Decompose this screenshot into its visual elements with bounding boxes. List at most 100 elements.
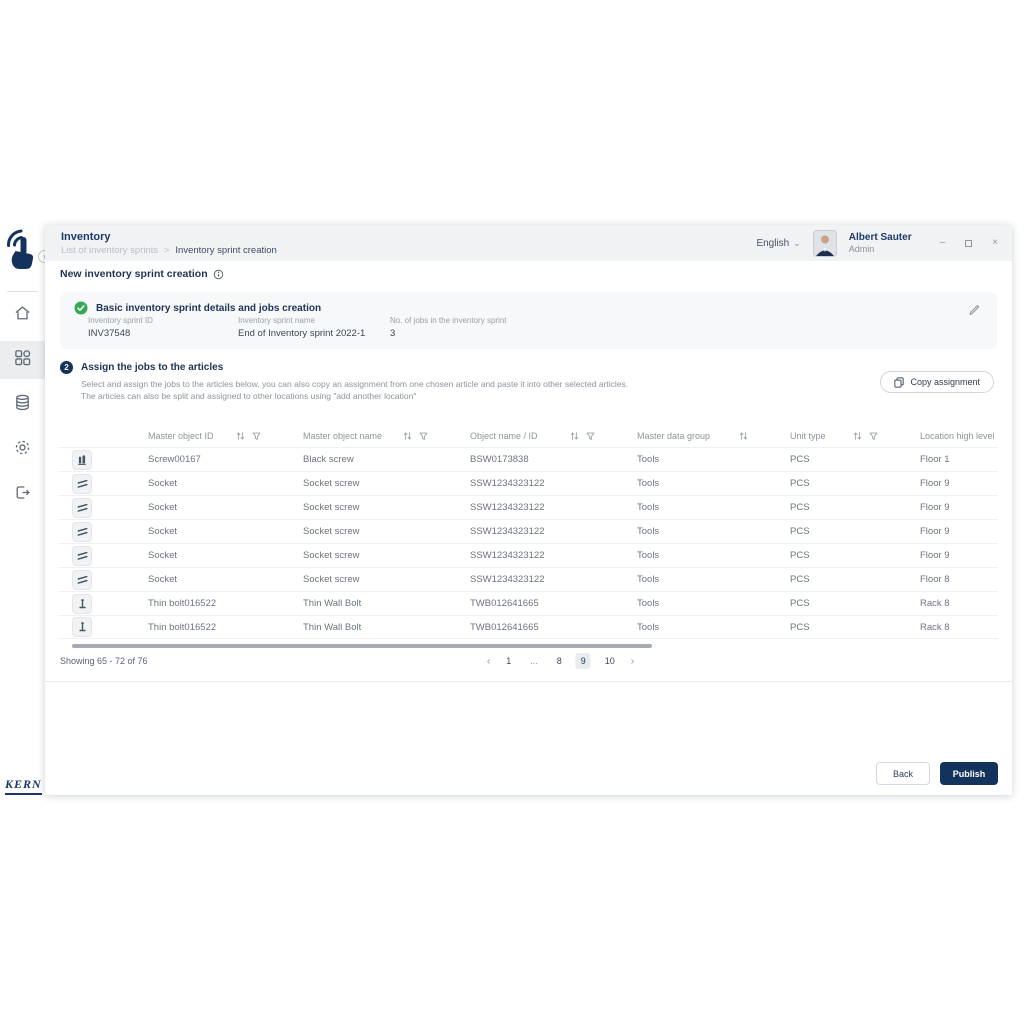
cell-object-name-id: SSW1234323122	[470, 574, 545, 585]
cell-master-object-name: Thin Wall Bolt	[303, 621, 362, 633]
step2-header: 2 Assign the jobs to the articles	[60, 361, 223, 374]
cell-object-name-id: SSW1234323122	[470, 478, 545, 489]
cell-unit-type: PCS	[790, 598, 810, 609]
sidebar-item-modules[interactable]	[0, 341, 45, 379]
pagination-next-icon[interactable]: ›	[630, 655, 635, 667]
sidebar-divider	[7, 291, 37, 292]
cell-master-object-name: Black screw	[303, 454, 354, 465]
pagination-page-10[interactable]: 10	[604, 656, 615, 666]
cell-master-object-name: Socket screw	[303, 502, 360, 513]
sort-icon[interactable]	[853, 431, 862, 441]
table-row[interactable]: Screw00167 Black screw BSW0173838 Tools …	[59, 447, 998, 471]
avatar[interactable]	[812, 229, 837, 257]
column-label: Location high level	[920, 431, 995, 441]
cell-master-data-group: Tools	[637, 502, 660, 513]
language-label: English	[756, 237, 790, 249]
table-row[interactable]: Socket Socket screw SSW1234323122 Tools …	[59, 567, 998, 591]
info-icon[interactable]	[213, 269, 224, 280]
copy-icon	[894, 376, 905, 388]
table-row[interactable]: Thin bolt016522 Thin Wall Bolt TWB012641…	[59, 615, 998, 639]
bolt-icon	[72, 617, 92, 637]
cell-master-data-group: Tools	[637, 478, 660, 489]
cell-object-name-id: SSW1234323122	[470, 526, 545, 537]
cell-unit-type: PCS	[790, 526, 810, 537]
cell-master-object-id: Socket	[148, 526, 178, 537]
pagination-page-9[interactable]: 9	[575, 653, 591, 669]
cell-master-data-group: Tools	[637, 526, 660, 537]
sort-icon[interactable]	[570, 431, 579, 441]
sidebar-item-home[interactable]	[0, 296, 45, 334]
close-icon[interactable]: ×	[992, 237, 998, 248]
cell-unit-type: PCS	[790, 502, 810, 513]
sidebar-item-logout[interactable]	[0, 476, 45, 514]
cell-master-object-name: Socket screw	[303, 478, 360, 489]
step2-title: Assign the jobs to the articles	[81, 362, 224, 373]
table-row[interactable]: Socket Socket screw SSW1234323122 Tools …	[59, 519, 998, 543]
maximize-icon[interactable]	[965, 239, 973, 247]
field-label: Inventory sprint name	[238, 316, 315, 325]
pagination-prev-icon[interactable]: ‹	[486, 655, 491, 667]
field-label: Inventory sprint ID	[88, 316, 153, 325]
publish-button[interactable]: Publish	[940, 762, 998, 785]
socket-icon	[72, 545, 92, 566]
field-value: INV37548	[88, 328, 131, 339]
edit-pencil-icon[interactable]	[968, 302, 981, 315]
cell-object-name-id: TWB012641665	[470, 598, 539, 609]
table-meta-row: Showing 65 - 72 of 76 ‹ 1... 8 9 10 ›	[45, 653, 1012, 671]
language-selector[interactable]: English ⌄	[756, 238, 800, 249]
socket-icon	[72, 569, 92, 590]
table-row[interactable]: Thin bolt016522 Thin Wall Bolt TWB012641…	[59, 591, 998, 615]
sidebar-item-database[interactable]	[0, 386, 45, 424]
cell-location-high-level: Floor 9	[920, 550, 950, 561]
table-row[interactable]: Socket Socket screw SSW1234323122 Tools …	[59, 543, 998, 567]
filter-icon[interactable]	[869, 432, 878, 441]
copy-assignment-button[interactable]: Copy assignment	[880, 371, 994, 393]
minimize-icon[interactable]: –	[939, 237, 946, 248]
back-button[interactable]: Back	[876, 762, 930, 785]
filter-icon[interactable]	[419, 432, 428, 441]
table-body: Screw00167 Black screw BSW0173838 Tools …	[59, 447, 998, 639]
pagination-page-1[interactable]: 1	[506, 656, 512, 666]
cell-object-name-id: TWB012641665	[470, 621, 539, 633]
filter-icon[interactable]	[252, 432, 261, 441]
horizontal-scrollbar[interactable]	[72, 644, 652, 648]
cell-location-high-level: Rack 8	[920, 621, 950, 633]
step1-title: Basic inventory sprint details and jobs …	[96, 302, 322, 314]
cell-unit-type: PCS	[790, 478, 810, 489]
column-header: Object name / ID	[470, 431, 637, 441]
user-info[interactable]: Albert Sauter Admin	[849, 232, 912, 254]
app-logo-touch-icon	[5, 228, 41, 272]
cell-unit-type: PCS	[790, 550, 810, 561]
sort-icon[interactable]	[739, 431, 748, 441]
table-row[interactable]: Socket Socket screw SSW1234323122 Tools …	[59, 471, 998, 495]
cell-location-high-level: Floor 1	[920, 454, 950, 465]
modules-icon	[14, 349, 31, 371]
cell-location-high-level: Floor 9	[920, 526, 950, 537]
cell-master-data-group: Tools	[637, 454, 660, 465]
breadcrumb-parent[interactable]: List of inventory sprints	[61, 244, 159, 256]
database-icon	[14, 394, 31, 416]
pagination-page-8[interactable]: 8	[556, 656, 562, 666]
sidebar-nav	[0, 296, 45, 521]
sidebar: › KERN	[0, 225, 51, 795]
footer-divider	[45, 681, 1012, 682]
column-header: Master object ID	[148, 431, 303, 441]
table-row[interactable]: Socket Socket screw SSW1234323122 Tools …	[59, 495, 998, 519]
home-icon	[14, 305, 31, 326]
cell-master-object-name: Socket screw	[303, 550, 360, 561]
sort-icon[interactable]	[236, 431, 245, 441]
sort-icon[interactable]	[403, 431, 412, 441]
step1-card: Basic inventory sprint details and jobs …	[60, 292, 997, 349]
field-value: End of Inventory sprint 2022-1	[238, 328, 366, 339]
table-header-row: Master object ID Master object name Object…	[59, 425, 998, 447]
page-module-title: Inventory	[61, 230, 111, 243]
sidebar-item-settings[interactable]	[0, 431, 45, 469]
kern-logo: KERN	[5, 777, 42, 795]
breadcrumb-separator-icon: >	[164, 245, 170, 255]
column-label: Master data group	[637, 431, 711, 441]
pagination: ‹ 1... 8 9 10 ›	[485, 653, 636, 669]
column-label: Object name / ID	[470, 431, 538, 441]
logout-icon	[14, 484, 31, 506]
filter-icon[interactable]	[586, 432, 595, 441]
screw-icon	[72, 449, 92, 470]
